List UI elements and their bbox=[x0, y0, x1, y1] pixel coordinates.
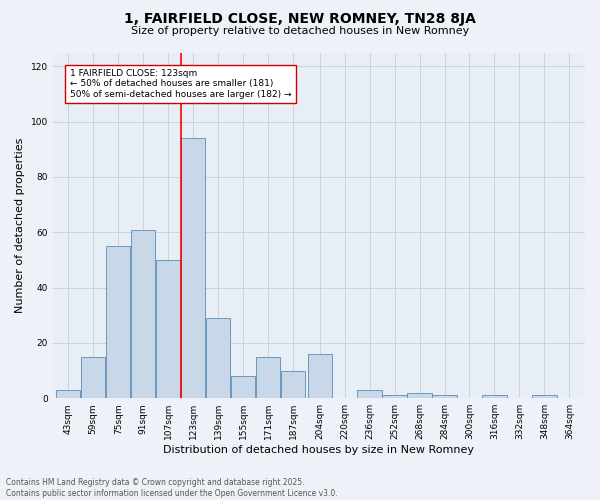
Bar bbox=[308, 354, 332, 398]
Bar bbox=[56, 390, 80, 398]
Bar bbox=[382, 396, 407, 398]
Bar bbox=[532, 396, 557, 398]
Bar bbox=[281, 370, 305, 398]
Bar bbox=[358, 390, 382, 398]
Bar bbox=[231, 376, 255, 398]
Bar bbox=[433, 396, 457, 398]
Text: Contains HM Land Registry data © Crown copyright and database right 2025.
Contai: Contains HM Land Registry data © Crown c… bbox=[6, 478, 338, 498]
Bar bbox=[156, 260, 180, 398]
Bar bbox=[81, 356, 106, 398]
Text: 1, FAIRFIELD CLOSE, NEW ROMNEY, TN28 8JA: 1, FAIRFIELD CLOSE, NEW ROMNEY, TN28 8JA bbox=[124, 12, 476, 26]
Text: 1 FAIRFIELD CLOSE: 123sqm
← 50% of detached houses are smaller (181)
50% of semi: 1 FAIRFIELD CLOSE: 123sqm ← 50% of detac… bbox=[70, 69, 292, 99]
Bar bbox=[482, 396, 506, 398]
Bar bbox=[106, 246, 130, 398]
Bar bbox=[181, 138, 205, 398]
Text: Size of property relative to detached houses in New Romney: Size of property relative to detached ho… bbox=[131, 26, 469, 36]
Bar bbox=[131, 230, 155, 398]
Bar bbox=[407, 392, 431, 398]
X-axis label: Distribution of detached houses by size in New Romney: Distribution of detached houses by size … bbox=[163, 445, 475, 455]
Bar bbox=[206, 318, 230, 398]
Y-axis label: Number of detached properties: Number of detached properties bbox=[15, 138, 25, 313]
Bar bbox=[256, 356, 280, 398]
